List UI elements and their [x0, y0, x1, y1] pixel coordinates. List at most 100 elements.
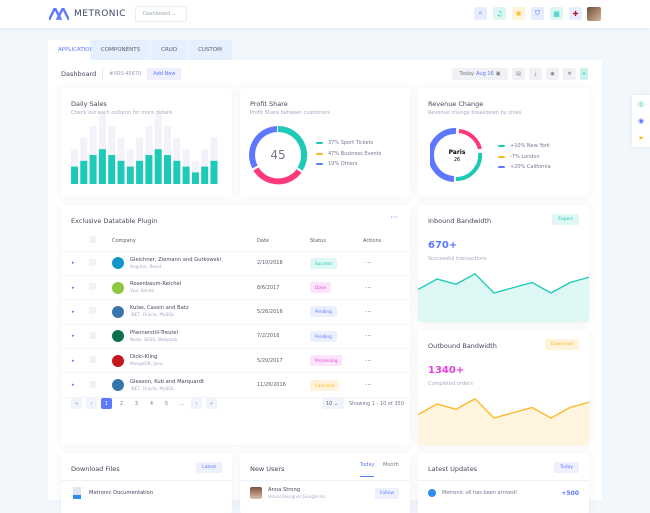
table-row[interactable]: ▸ Dicki-Kling MongoDB, Java 5/20/2017 Proces…: [61, 348, 410, 374]
page-1[interactable]: ‹: [86, 398, 97, 409]
row-checkbox[interactable]: [89, 356, 96, 364]
bar: [201, 166, 209, 184]
page-7[interactable]: ...: [179, 400, 184, 407]
legend-swatch: [498, 166, 505, 169]
legend-item: -7% London: [498, 152, 551, 163]
row-checkbox[interactable]: [89, 331, 96, 339]
page-3[interactable]: 2: [119, 400, 124, 407]
per-page-select[interactable]: 10 ⌄: [322, 398, 344, 409]
table-row[interactable]: ▸ Pfannerstill-Treutel Node, SASS, Webpack…: [61, 324, 410, 350]
page-4[interactable]: 3: [134, 400, 139, 407]
expand-icon[interactable]: ▸: [61, 324, 89, 350]
export-button[interactable]: Export: [552, 214, 579, 225]
company-name[interactable]: Kulas, Cassin and Batz: [130, 305, 189, 312]
gear-icon[interactable]: ✲: [563, 68, 576, 80]
bar: [136, 160, 144, 184]
file-icon[interactable]: ▤: [512, 68, 525, 80]
row-date: 7/2/2016: [257, 324, 310, 350]
add-new-button[interactable]: Add New: [147, 68, 182, 80]
select-all-checkbox[interactable]: [89, 236, 96, 244]
sun-icon[interactable]: ✺: [512, 7, 525, 20]
company-tags: .NET, Oracle, MySQL: [130, 386, 175, 392]
company-name[interactable]: Dicki-Kling: [130, 354, 158, 361]
bar: [191, 172, 199, 184]
table-row[interactable]: ▸ Rosenbaum-Reichel Vue, Kendo 8/6/2017 Done…: [61, 275, 410, 301]
today-dropdown[interactable]: Today: [553, 462, 579, 473]
tab-components[interactable]: COMPONENTS: [91, 40, 151, 60]
expand-icon[interactable]: ▸: [61, 348, 89, 374]
row-checkbox[interactable]: [89, 283, 96, 291]
page-9[interactable]: »: [206, 398, 217, 409]
quick-panel: ◎ ◉ ➤: [632, 95, 650, 147]
bell-icon[interactable]: ♫: [493, 7, 506, 20]
avatar[interactable]: [587, 7, 601, 21]
expand-icon[interactable]: ▸: [61, 299, 89, 325]
date-picker[interactable]: Today Aug 16 ▣: [452, 68, 508, 80]
update-text[interactable]: Metronic v6 has been arrived!: [442, 490, 518, 496]
cart-icon[interactable]: ⛉: [531, 7, 544, 20]
card-subtitle: Check out each collumn for more details: [71, 110, 173, 116]
expand-icon[interactable]: ▸: [61, 372, 89, 398]
send-icon[interactable]: ➤: [638, 134, 644, 143]
logo[interactable]: METRONIC: [49, 8, 126, 20]
page-0[interactable]: «: [71, 398, 82, 409]
tab-month[interactable]: Month: [383, 462, 399, 468]
row-checkbox[interactable]: [89, 307, 96, 315]
column-date[interactable]: Date: [257, 231, 310, 252]
tab-custom[interactable]: CUSTOM: [188, 40, 232, 60]
table-row[interactable]: ▸ Gleichner, Ziemann and Gutkowski Angular…: [61, 251, 410, 276]
add-icon[interactable]: +: [580, 68, 588, 80]
eye-icon[interactable]: ◉: [546, 68, 559, 80]
row-checkbox[interactable]: [89, 380, 96, 388]
latest-dropdown[interactable]: Latest: [196, 462, 222, 473]
table-row[interactable]: ▸ Kulas, Cassin and Batz .NET, Oracle, MyS…: [61, 299, 410, 325]
row-actions-icon[interactable]: ···: [363, 275, 410, 301]
donut-center-value: 45: [270, 148, 285, 162]
company-name[interactable]: Gleason, Kub and Marquardt: [130, 378, 204, 385]
user-role: Visual Designer,Google Inc: [268, 495, 326, 500]
tab-application[interactable]: APPLICATION: [48, 40, 94, 60]
expand-icon[interactable]: ▸: [61, 275, 89, 301]
page-6[interactable]: 5: [164, 400, 169, 407]
company-name[interactable]: Gleichner, Ziemann and Gutkowski: [130, 256, 221, 263]
company-name[interactable]: Pfannerstill-Treutel: [130, 329, 179, 336]
area-fill: [418, 398, 589, 445]
row-actions-icon[interactable]: ···: [363, 372, 410, 398]
page-8[interactable]: ›: [191, 398, 202, 409]
search-icon[interactable]: ⌕: [474, 7, 487, 20]
table-row[interactable]: ▸ Gleason, Kub and Marquardt .NET, Oracle,…: [61, 372, 410, 398]
row-actions-icon[interactable]: ···: [363, 324, 410, 350]
tab-crud[interactable]: CRUD: [151, 40, 188, 60]
download-icon[interactable]: ⤓: [529, 68, 542, 80]
row-actions-icon[interactable]: ···: [363, 251, 410, 276]
legend-label: +20% California: [510, 164, 551, 171]
legend-label: +10% New York: [510, 143, 550, 150]
target-icon[interactable]: ◉: [637, 116, 645, 125]
file-name[interactable]: Metronic Documentation: [89, 490, 154, 496]
row-actions-icon[interactable]: ···: [363, 299, 410, 325]
layers-icon[interactable]: ◎: [637, 99, 645, 108]
user-name[interactable]: Anna Strong: [268, 487, 301, 493]
download-button[interactable]: Download: [544, 339, 579, 350]
tab-today[interactable]: Today: [360, 462, 375, 477]
follow-button[interactable]: Follow: [375, 488, 400, 499]
expand-icon[interactable]: ▸: [61, 251, 89, 276]
more-icon[interactable]: ···: [390, 213, 398, 222]
top-header: METRONIC Dashboard ⌄ ⌕ ♫ ✺ ⛉ ▦ ✚: [0, 0, 650, 28]
row-checkbox[interactable]: [89, 258, 96, 266]
company-name[interactable]: Rosenbaum-Reichel: [130, 281, 182, 288]
column-status[interactable]: Status: [310, 231, 363, 252]
bar: [108, 155, 116, 184]
column-company[interactable]: Company: [112, 231, 257, 252]
apps-icon[interactable]: ▦: [550, 7, 563, 20]
page-code: #XRS-45670: [109, 71, 142, 77]
legend-swatch: [316, 163, 323, 166]
legend-item: 37% Sport Tickets: [316, 138, 381, 149]
row-actions-icon[interactable]: ···: [363, 348, 410, 374]
page-5[interactable]: 4: [149, 400, 154, 407]
page-2[interactable]: 1: [101, 398, 112, 409]
bar: [98, 149, 106, 184]
dashboard-dropdown[interactable]: Dashboard ⌄: [135, 6, 187, 22]
flag-uk-icon[interactable]: ✚: [569, 7, 582, 20]
inbound-label: Successful transactions: [428, 256, 487, 262]
